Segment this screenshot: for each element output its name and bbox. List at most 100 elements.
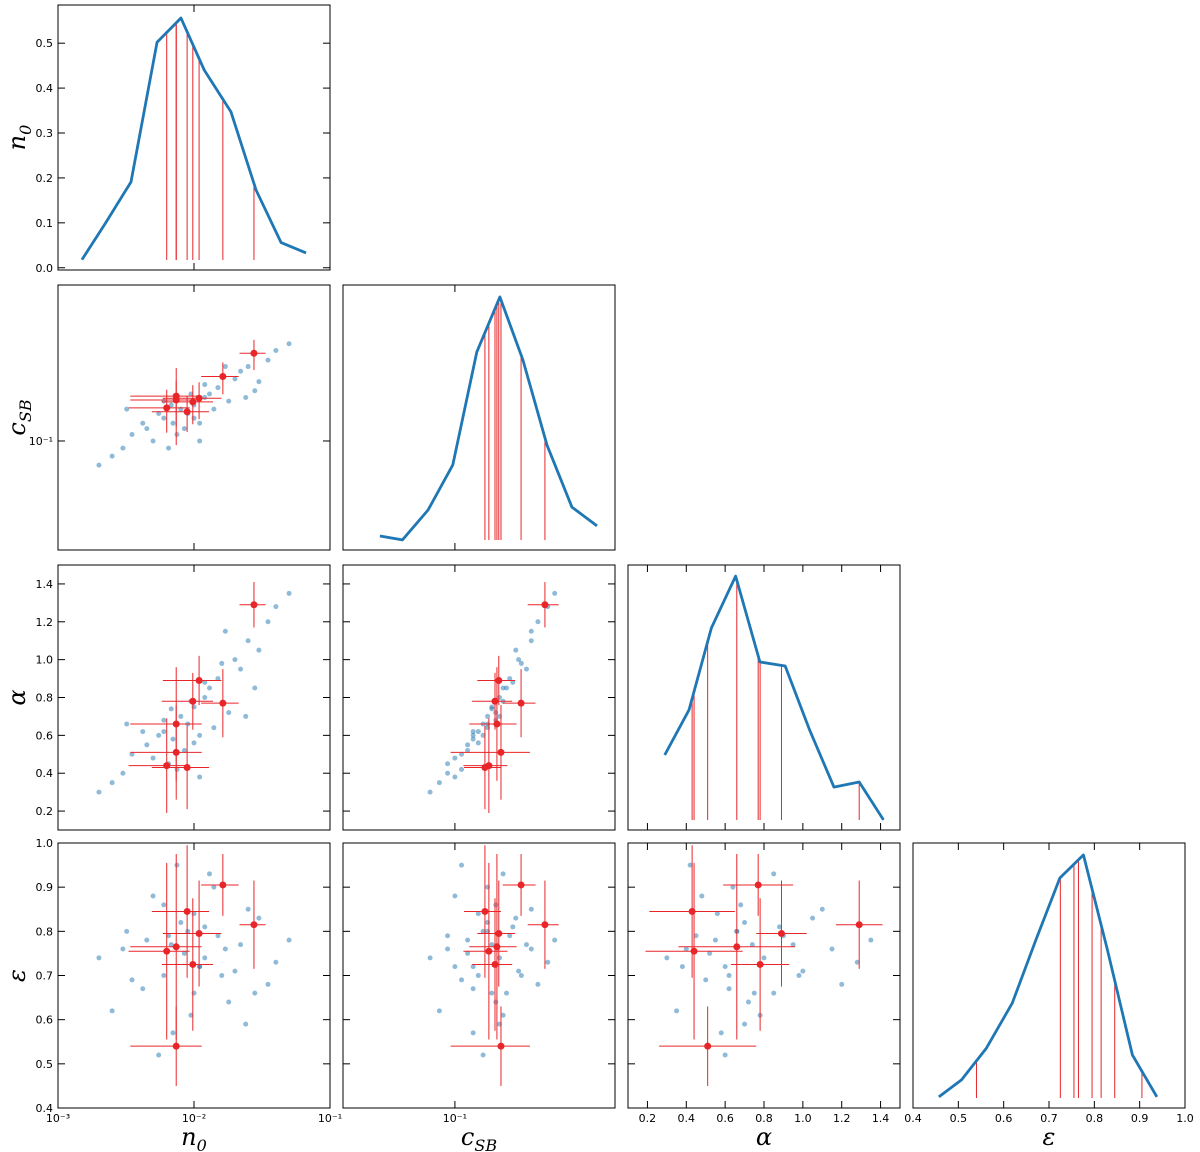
sample-point [96,462,102,468]
sample-point [202,382,208,388]
sample-point [202,924,208,930]
sample-point [475,973,481,978]
highlight-point [495,676,503,684]
sample-point [707,950,713,956]
sample-point [243,713,249,719]
highlight-point [172,1042,180,1050]
panel: 10⁻¹ [29,284,331,551]
y-tick-label: 0.4 [36,82,54,95]
highlight-point [481,907,489,915]
sample-point [222,364,228,370]
highlight-point [495,930,503,938]
sample-point [156,732,162,738]
sample-point [470,736,476,742]
sample-point [523,666,529,672]
highlight-point [704,1042,712,1050]
sample-point [523,942,529,948]
x-tick-label: 10⁻³ [46,1112,70,1125]
plot-area [663,574,885,821]
highlight-point [250,349,258,357]
sample-point [202,695,208,700]
sample-point [500,1012,506,1018]
sample-point [256,647,262,653]
sample-point [96,789,102,795]
x-tick-label: 10⁻² [182,1112,206,1125]
label-sub: 0 [16,125,35,135]
sample-point [273,604,279,610]
panel [342,284,616,551]
y-tick-label: 0.5 [36,1058,54,1071]
sample-point [771,990,777,996]
highlight-point [172,943,180,951]
sample-point [868,937,874,943]
sample-point [215,385,221,391]
sample-point [170,1030,176,1036]
sample-point [129,977,135,983]
sample-point [170,736,176,742]
sample-point [161,398,167,404]
sample-point [168,942,174,948]
label-main: ε [1043,1123,1056,1151]
plot-area [645,845,883,1086]
y-tick-label: 0.2 [36,805,54,818]
sample-point [459,977,465,983]
sample-point [452,774,458,780]
sample-point [751,990,757,996]
sample-point [232,657,238,663]
sample-point [168,402,174,408]
y-tick-label: 10⁻¹ [29,435,53,448]
sample-point [674,1008,680,1014]
sample-point [790,942,796,948]
panel-frame [342,842,616,1109]
sample-point [219,973,225,978]
sample-point [777,924,783,930]
sample-point [545,959,551,965]
x-tick-label: 0.6 [995,1112,1013,1125]
sample-point [470,732,476,738]
sample-point [489,706,495,712]
sample-point [191,704,197,710]
sample-point [810,915,816,921]
sample-point [226,710,232,716]
sample-point [516,968,522,974]
panel-frame [57,564,331,831]
sample-point [703,977,709,983]
sample-point [129,751,135,757]
density-curve [80,16,307,261]
x-tick-label: 0.8 [1086,1112,1104,1125]
highlight-point [163,762,171,770]
plot-area [96,339,292,468]
sample-point [465,950,471,956]
sample-point [436,780,442,786]
panel: 0.4 0.5 0.6 0.7 0.8 0.9 1.0 10⁻³ 10⁻² 10⁻¹ [36,837,343,1125]
sample-point [286,590,292,596]
sample-point [245,364,251,370]
label-main: c [3,422,31,435]
sample-point [528,906,534,912]
sample-point [829,946,835,952]
highlight-point [219,699,227,707]
label-main: c [461,1123,474,1151]
sample-point [480,1052,486,1058]
x-tick-label: 1.2 [833,1112,851,1125]
highlight-point [491,960,499,968]
sample-point [465,742,471,748]
x-tick-label: 0.8 [755,1112,773,1125]
highlight-point [250,921,258,929]
sample-point [699,893,705,899]
panel-frame [57,842,331,1109]
sample-point [771,871,777,877]
panel: 10⁻¹ [342,842,616,1125]
sample-point [507,676,513,682]
sample-point [445,770,451,776]
sample-point [489,942,495,948]
sample-point [174,432,180,438]
sample-point [226,398,232,404]
sample-point [232,968,238,974]
sample-point [730,884,736,890]
highlight-point [189,697,197,705]
plot-area [427,582,559,813]
highlight-point [195,930,203,938]
sample-point [245,906,251,912]
panel [342,564,616,831]
